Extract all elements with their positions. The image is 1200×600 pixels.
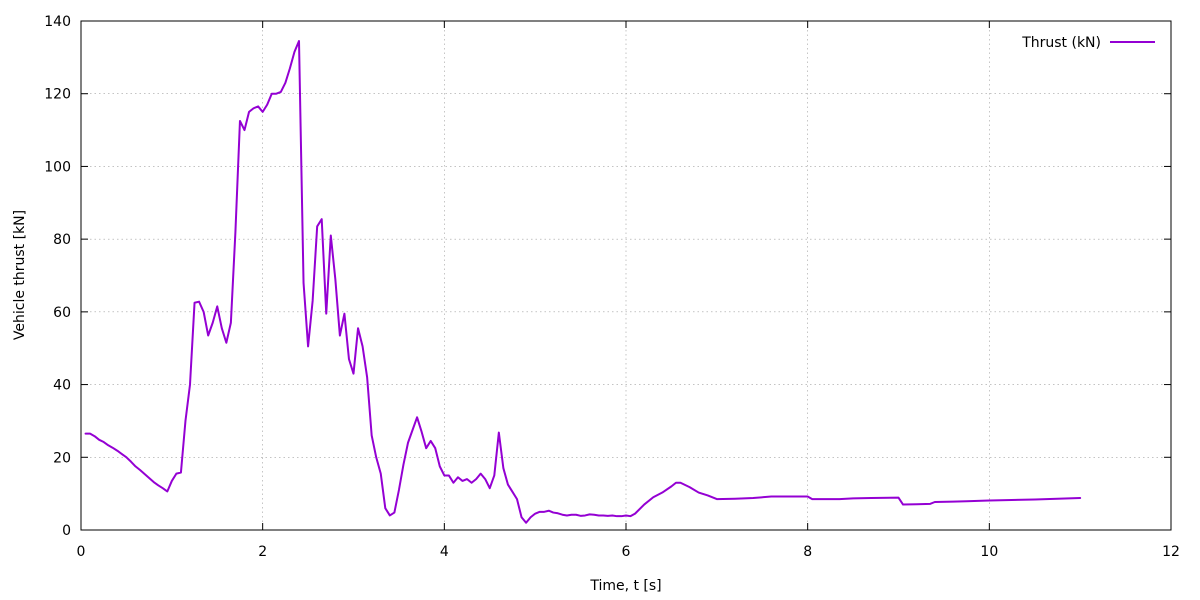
x-tick-label: 10 bbox=[980, 544, 998, 560]
plot-frame bbox=[80, 20, 1172, 531]
series-line-thrust bbox=[84, 40, 1082, 524]
y-tick-label: 100 bbox=[44, 159, 71, 175]
y-tick-label: 40 bbox=[53, 378, 71, 394]
y-tick-label: 0 bbox=[62, 523, 71, 539]
x-tick-label: 0 bbox=[77, 544, 86, 560]
y-tick-label: 20 bbox=[53, 450, 71, 466]
legend-label: Thrust (kN) bbox=[1021, 35, 1101, 51]
y-tick-label: 140 bbox=[44, 14, 71, 30]
y-axis-title: Vehicle thrust [kN] bbox=[12, 210, 28, 340]
x-tick-label: 6 bbox=[622, 544, 631, 560]
legend: Thrust (kN) bbox=[1021, 35, 1155, 51]
y-tick-label: 80 bbox=[53, 232, 71, 248]
x-tick-label: 4 bbox=[440, 544, 449, 560]
x-tick-label: 12 bbox=[1162, 544, 1180, 560]
grid-lines bbox=[81, 21, 1171, 530]
x-axis-title: Time, t [s] bbox=[589, 578, 661, 594]
series-lines bbox=[84, 40, 1082, 524]
x-tick-label: 8 bbox=[803, 544, 812, 560]
y-tick-label: 60 bbox=[53, 305, 71, 321]
y-tick-label: 120 bbox=[44, 87, 71, 103]
x-tick-label: 2 bbox=[258, 544, 267, 560]
